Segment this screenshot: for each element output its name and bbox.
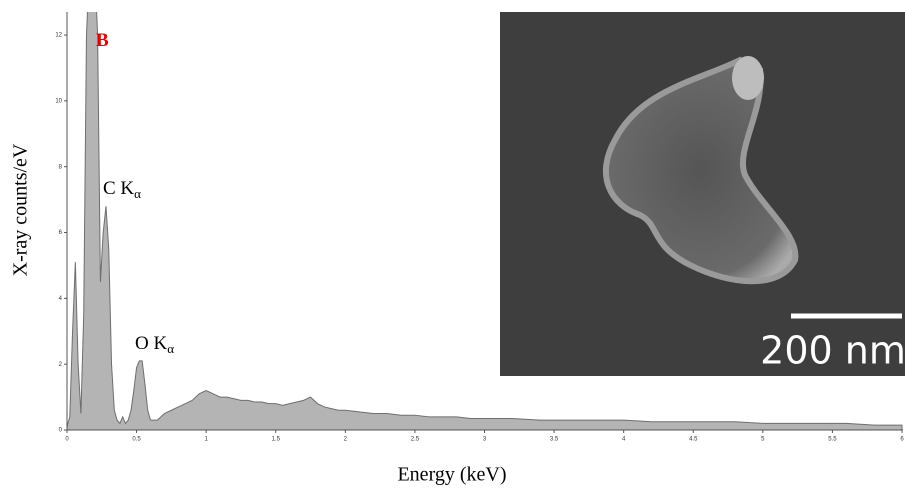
x-tick-label: 3.5 <box>550 437 559 443</box>
spectrum <box>67 12 903 430</box>
x-tick-label: 0 <box>65 437 69 443</box>
x-tick-label: 3 <box>483 437 487 443</box>
x-tick-label: 2 <box>344 437 348 443</box>
x-tick-label: 4.5 <box>689 437 698 443</box>
annotation: B <box>96 30 109 51</box>
x-tick-label: 5.5 <box>828 437 837 443</box>
annotation-text: O K <box>135 333 167 354</box>
y-tick-label: 6 <box>59 230 63 236</box>
y-tick-label: 12 <box>55 33 62 39</box>
x-tick-label: 4 <box>622 437 626 443</box>
annotation: O Kα <box>135 333 174 356</box>
y-tick-label: 8 <box>59 164 63 170</box>
x-tick-label: 2.5 <box>411 437 420 443</box>
x-tick-label: 1 <box>204 437 208 443</box>
inset-image: 200 nm <box>500 12 905 376</box>
plot-area <box>67 12 903 430</box>
annotation-subscript: α <box>167 341 174 356</box>
particle-highlight <box>732 56 764 100</box>
x-tick-label: 1.5 <box>272 437 281 443</box>
y-tick-label: 0 <box>59 428 63 434</box>
x-tick-label: 6 <box>900 437 904 443</box>
x-tick-label: 0.5 <box>132 437 141 443</box>
particle <box>603 56 799 285</box>
scale-bar-label: 200 nm <box>760 329 905 373</box>
annotation: C Kα <box>103 178 141 201</box>
annotation-text: C K <box>103 178 134 199</box>
annotation-subscript: α <box>134 186 141 201</box>
y-tick-label: 4 <box>59 296 63 302</box>
y-tick-label: 10 <box>55 98 62 104</box>
x-tick-label: 5 <box>761 437 765 443</box>
annotation-text: B <box>96 30 109 51</box>
y-tick-label: 2 <box>59 362 63 368</box>
x-axis-label: Energy (keV) <box>397 464 506 486</box>
y-axis-label: X-ray counts/eV <box>10 143 32 276</box>
